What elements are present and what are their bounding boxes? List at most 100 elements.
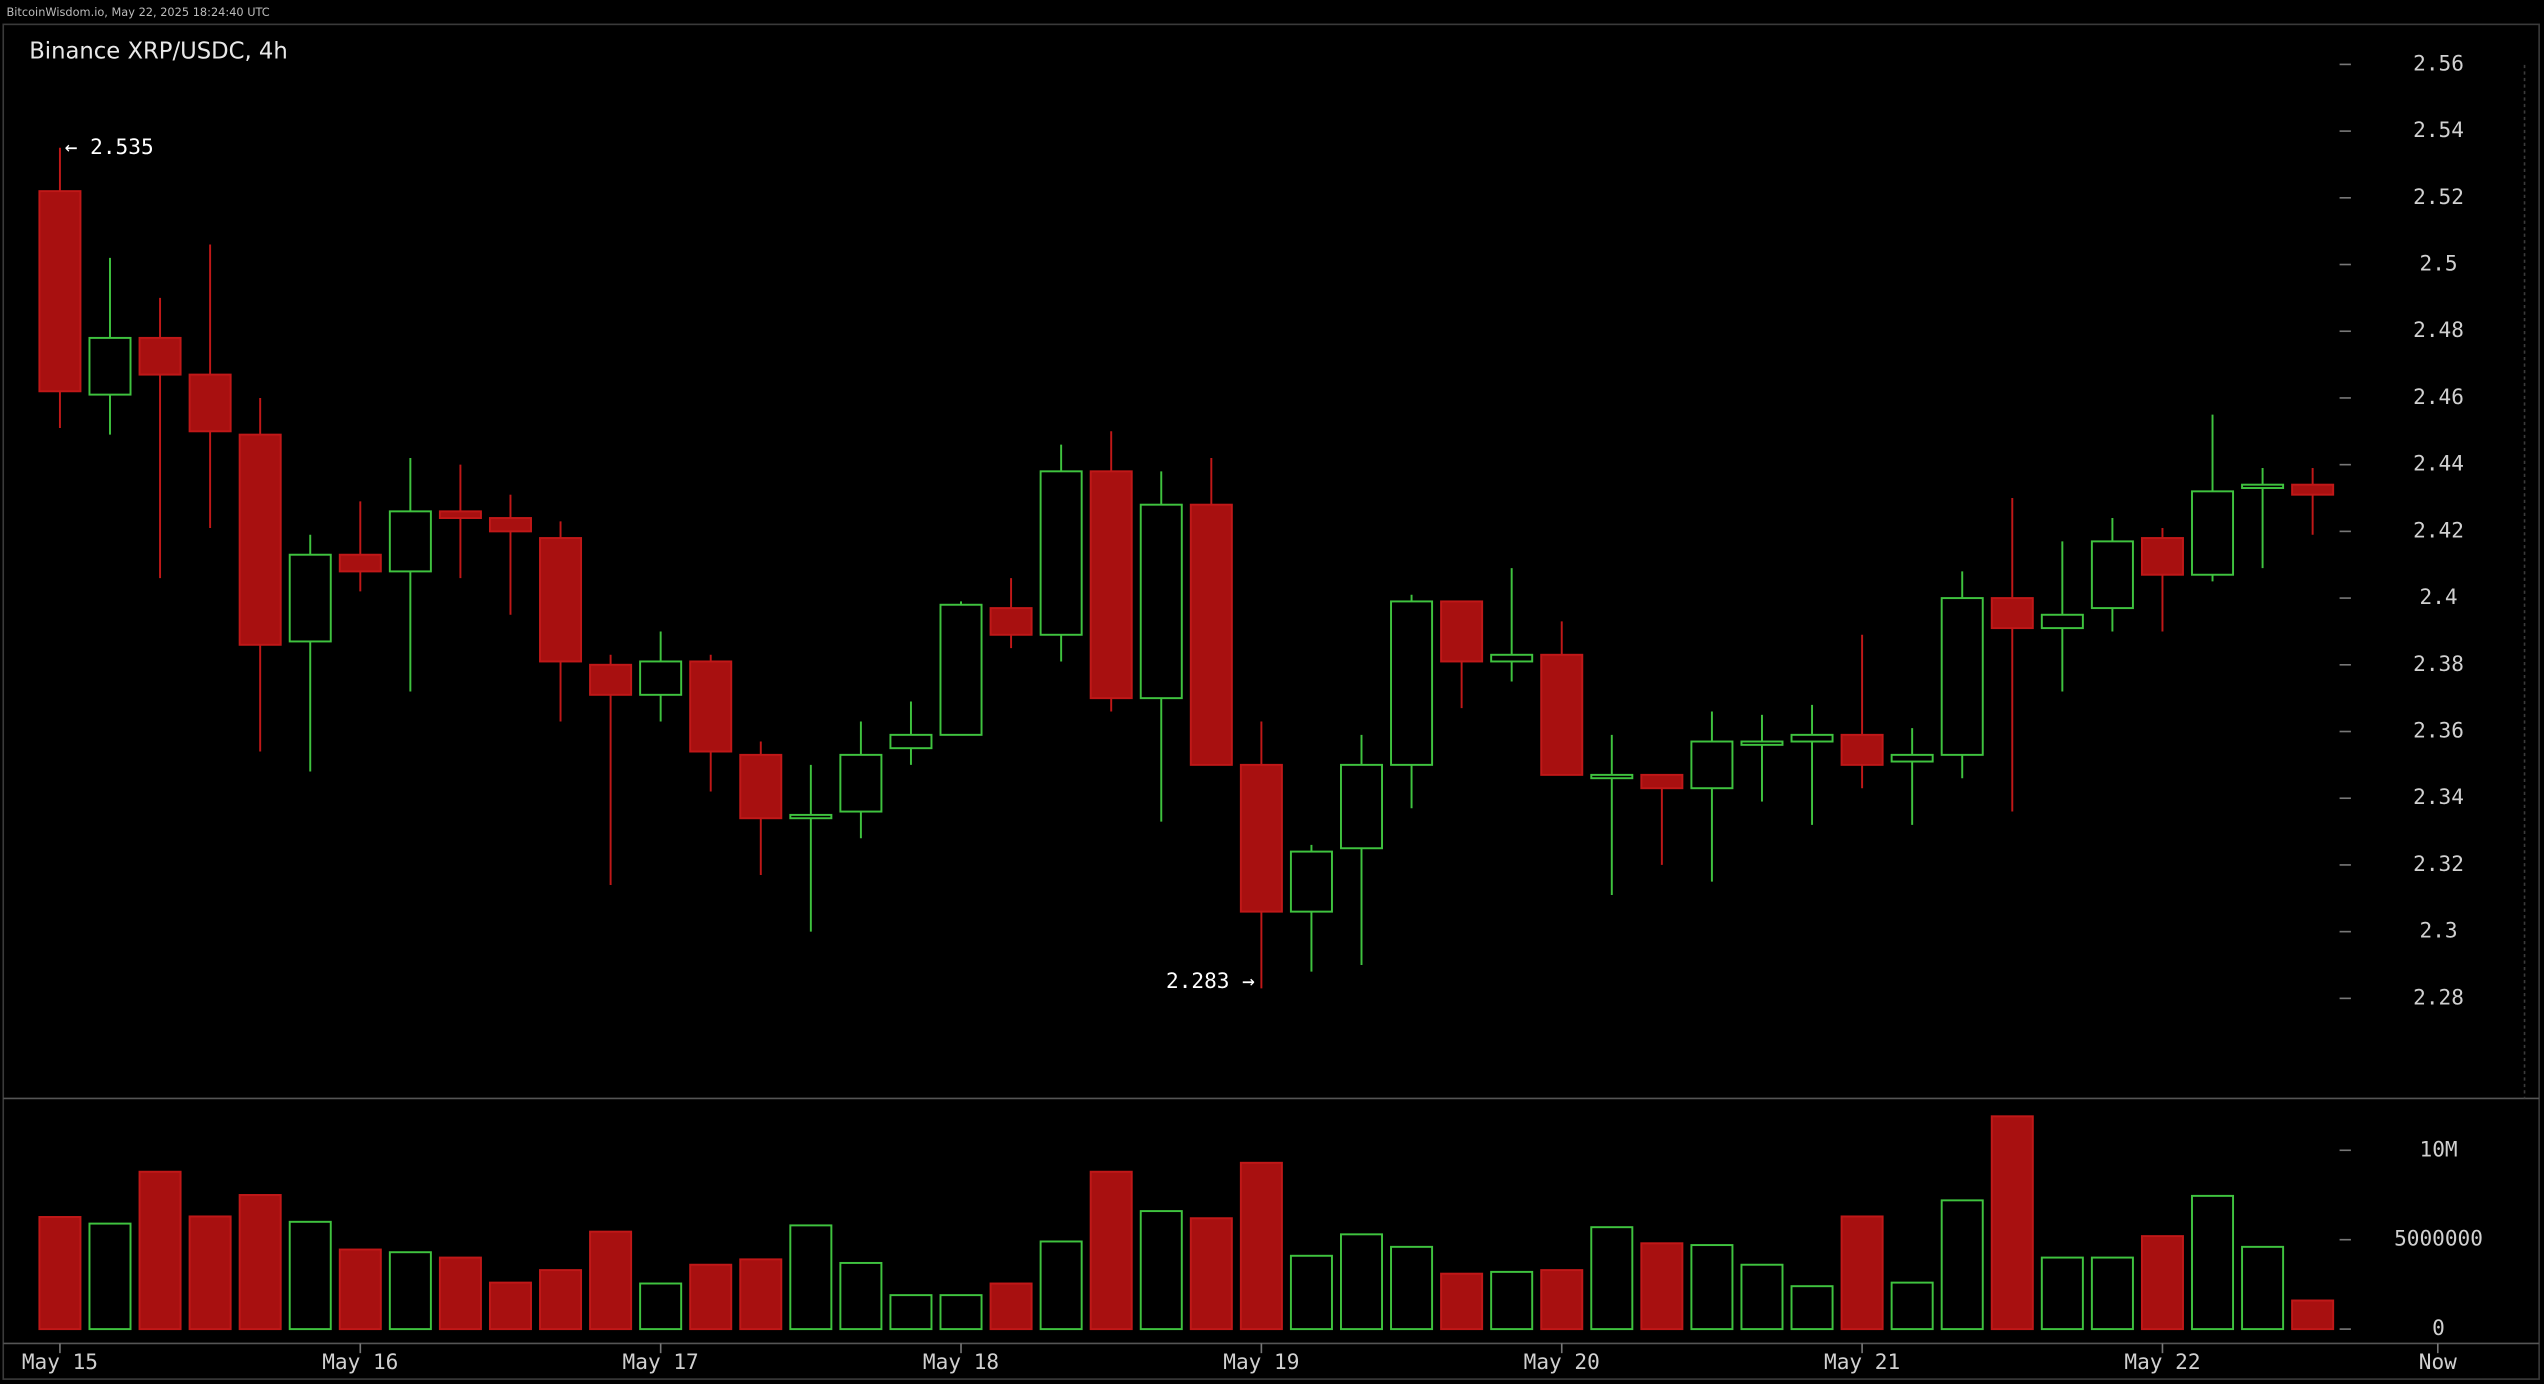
volume-bar xyxy=(1640,1242,1684,1331)
candle-body xyxy=(338,553,382,573)
volume-bar xyxy=(188,1215,232,1331)
volume-bar xyxy=(338,1248,382,1331)
volume-bar xyxy=(539,1269,583,1331)
candle-body xyxy=(1239,763,1283,913)
volume-bar xyxy=(639,1282,683,1331)
volume-bar xyxy=(1089,1170,1133,1331)
volume-tick-label: 0 xyxy=(2432,1315,2445,1340)
candle-body xyxy=(939,603,983,736)
candle-body xyxy=(2191,490,2235,576)
volume-bar xyxy=(989,1282,1033,1331)
candle-body xyxy=(238,433,282,646)
candle-body xyxy=(1139,503,1183,700)
x-tick-label: May 20 xyxy=(1524,1349,1600,1374)
volume-bar xyxy=(1540,1269,1584,1331)
y-tick-label: 2.46 xyxy=(2413,384,2464,409)
candle-body xyxy=(1490,653,1534,663)
candle-body xyxy=(1740,740,1784,746)
volume-bar xyxy=(739,1258,783,1331)
candle-body xyxy=(488,517,532,533)
candle-body xyxy=(639,660,683,696)
volume-bar xyxy=(288,1220,332,1331)
volume-bar xyxy=(2040,1256,2084,1331)
candle-body xyxy=(38,190,82,393)
volume-bar xyxy=(2241,1245,2285,1331)
high-annotation: ← 2.535 xyxy=(65,134,154,159)
volume-bar xyxy=(789,1224,833,1331)
volume-bar xyxy=(2191,1194,2235,1331)
x-tick-label: May 22 xyxy=(2124,1349,2200,1374)
volume-bar xyxy=(1840,1215,1884,1331)
volume-bar xyxy=(1239,1161,1283,1331)
x-tick-label: May 18 xyxy=(923,1349,999,1374)
volume-bar xyxy=(889,1294,933,1331)
candle-body xyxy=(539,537,583,663)
volume-bar xyxy=(839,1261,883,1331)
candle-body xyxy=(1640,773,1684,790)
candle-body xyxy=(789,813,833,820)
y-tick-label: 2.3 xyxy=(2420,918,2458,943)
x-tick-label: Now xyxy=(2419,1349,2457,1374)
candle-body xyxy=(839,753,883,813)
y-tick-label: 2.38 xyxy=(2413,651,2464,676)
volume-bar xyxy=(689,1263,733,1331)
candle-body xyxy=(2090,540,2134,610)
volume-tick-label: 5000000 xyxy=(2394,1226,2483,1251)
candle-body xyxy=(2040,613,2084,630)
frame xyxy=(2,23,2540,1380)
volume-bar xyxy=(1340,1233,1383,1331)
candle-body xyxy=(589,663,633,696)
y-tick-label: 2.54 xyxy=(2413,117,2464,142)
volume-bar xyxy=(1890,1281,1934,1331)
candle-body xyxy=(1690,740,1734,790)
volume-bar xyxy=(488,1281,532,1331)
candle-body xyxy=(1089,470,1133,700)
volume-bar xyxy=(1790,1285,1834,1331)
volume-bar xyxy=(1039,1240,1083,1331)
y-tick-label: 2.44 xyxy=(2413,451,2464,476)
y-tick-label: 2.28 xyxy=(2413,984,2464,1009)
source: BitcoinWisdom.io, May 22, 2025 18:24:40 … xyxy=(6,5,269,19)
candle-body xyxy=(1289,850,1333,913)
candle-body xyxy=(438,510,482,520)
candle-body xyxy=(138,336,182,376)
candle-body xyxy=(2241,483,2285,489)
candle-body xyxy=(689,660,733,753)
candle-body xyxy=(1940,597,1984,756)
candle-body xyxy=(989,607,1033,636)
x-tick-label: May 15 xyxy=(22,1349,98,1374)
y-tick-label: 2.48 xyxy=(2413,317,2464,342)
candle-body xyxy=(1039,470,1083,636)
y-tick-label: 2.52 xyxy=(2413,184,2464,209)
volume-bar xyxy=(238,1194,282,1331)
volume-bar xyxy=(1139,1210,1183,1331)
candle-body xyxy=(288,553,332,643)
candle-body xyxy=(1540,653,1584,776)
volume-bar xyxy=(1590,1226,1634,1331)
candle-body xyxy=(739,753,783,820)
volume-bar xyxy=(438,1256,482,1331)
y-tick-label: 2.4 xyxy=(2420,584,2458,609)
volume-bar xyxy=(138,1170,182,1331)
x-tick-label: May 16 xyxy=(322,1349,398,1374)
candle-body xyxy=(2291,483,2335,496)
volume-bar xyxy=(1690,1244,1734,1331)
y-tick-label: 2.42 xyxy=(2413,517,2464,542)
volume-bar xyxy=(1289,1254,1333,1331)
candle-body xyxy=(1890,753,1934,763)
y-tick-label: 2.5 xyxy=(2420,251,2458,276)
candle-body xyxy=(1189,503,1233,766)
volume-bar xyxy=(1490,1270,1534,1331)
candle-body xyxy=(88,336,132,396)
candle-body xyxy=(1840,733,1884,766)
y-tick-label: 2.36 xyxy=(2413,718,2464,743)
volume-bar xyxy=(38,1216,82,1331)
volume-bar xyxy=(1390,1245,1434,1331)
volume-bar xyxy=(1189,1217,1233,1331)
candle-body xyxy=(1790,733,1834,743)
x-tick-label: May 17 xyxy=(623,1349,699,1374)
candle-body xyxy=(2140,537,2184,576)
volume-bar xyxy=(388,1251,432,1331)
volume-bar xyxy=(2291,1299,2335,1331)
